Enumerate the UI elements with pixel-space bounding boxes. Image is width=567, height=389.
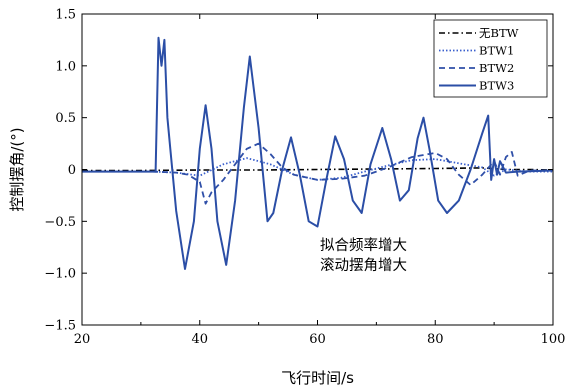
legend-label-3: BTW3 <box>479 79 514 93</box>
legend: 无BTW BTW1 BTW2 BTW3 <box>433 19 548 98</box>
series-line-3 <box>82 36 553 270</box>
x-tick-label: 40 <box>191 332 208 347</box>
y-tick-label: 1.5 <box>55 8 76 23</box>
x-tick-label: 60 <box>309 332 326 347</box>
legend-label-1: BTW1 <box>479 44 514 58</box>
series-layer <box>82 36 553 270</box>
series-line-2 <box>82 142 553 205</box>
annotation-frequency: 拟合频率增大 <box>320 237 407 254</box>
series-line-1 <box>82 157 553 181</box>
legend-label-2: BTW2 <box>479 61 514 75</box>
y-tick-label: −1.5 <box>44 319 76 334</box>
x-tick-label: 100 <box>541 332 566 347</box>
y-tick-label: −0.5 <box>44 215 76 230</box>
y-tick-label: 0.5 <box>55 111 76 126</box>
y-axis-label: 控制摆角/(°) <box>8 127 26 211</box>
ticks-layer: 20 40 60 80 100 1.5 1.0 0.5 0 −0.5 −1.0 −1.5 <box>44 8 565 348</box>
annotation-roll-angle: 滚动摆角增大 <box>320 257 407 274</box>
series-line-0 <box>82 167 553 172</box>
y-tick-label: 1.0 <box>55 59 76 74</box>
legend-label-0: 无BTW <box>479 26 519 40</box>
y-tick-label: 0 <box>68 163 76 178</box>
x-axis-label: 飞行时间/s <box>281 369 354 387</box>
x-tick-label: 80 <box>427 332 444 347</box>
y-tick-label: −1.0 <box>44 267 76 282</box>
x-tick-label: 20 <box>74 332 91 347</box>
